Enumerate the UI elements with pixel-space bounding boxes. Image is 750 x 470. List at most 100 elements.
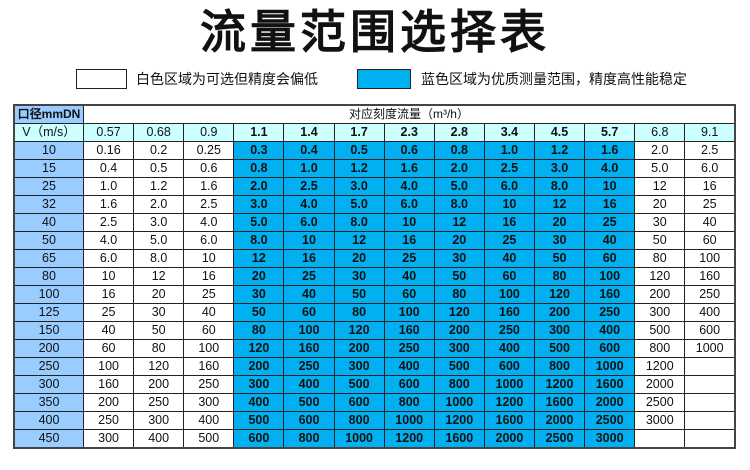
flow-cell: 1.2 — [533, 141, 586, 160]
flow-cell: 20 — [133, 285, 185, 304]
flow-cell: 5.0 — [233, 213, 285, 232]
flow-cell: 500 — [183, 429, 235, 449]
velocity-header: 1.7 — [333, 123, 385, 142]
flow-cell: 100 — [584, 267, 636, 286]
table-row: 100 16 20 25 30 40 50 60 80 100 120 160 200 250 — [13, 285, 736, 304]
flow-cell: 300 — [533, 321, 586, 340]
flow-cell: 200 — [433, 321, 485, 340]
flow-cell: 12 — [333, 231, 385, 250]
flow-cell: 250 — [383, 339, 435, 358]
flow-cell: 500 — [333, 375, 385, 394]
flow-cell: 100 — [82, 357, 135, 376]
flow-cell: 2.0 — [634, 141, 686, 160]
flow-cell: 12 — [533, 195, 586, 214]
table-row: 350 200 250 300 400 500 600 800 1000 1200 1600 2000… — [13, 393, 736, 412]
flow-cell: 100 — [483, 285, 535, 304]
velocity-header: 1.1 — [233, 123, 285, 142]
table-row: 50 4.0 5.0 6.0 8.0 10 12 16 20 25 30 40 50 60 — [13, 231, 736, 250]
legend-white-swatch — [76, 69, 127, 89]
caption-row: 口径mmDN 对应刻度流量（m³/h） — [13, 104, 736, 124]
dn-cell: 200 — [13, 339, 84, 358]
flow-cell: 120 — [634, 267, 686, 286]
flow-cell: 3.0 — [533, 159, 586, 178]
velocity-header: 3.4 — [483, 123, 535, 142]
flow-cell: 1600 — [584, 375, 636, 394]
flow-cell: 40 — [82, 321, 135, 340]
table-row: 150 40 50 60 80 100 120 160 200 250 300 400 500 600 — [13, 321, 736, 340]
flow-cell: 60 — [82, 339, 135, 358]
flow-cell: 1200 — [383, 429, 435, 449]
flow-cell: 80 — [233, 321, 285, 340]
flow-cell — [684, 357, 736, 376]
flow-cell — [634, 429, 686, 449]
flow-cell: 8.0 — [233, 231, 285, 250]
flow-cell: 8.0 — [333, 213, 385, 232]
flow-cell: 8.0 — [433, 195, 485, 214]
flow-cell: 800 — [383, 393, 435, 412]
flow-cell: 500 — [433, 357, 485, 376]
flow-cell: 80 — [333, 303, 385, 322]
flow-cell: 2000 — [533, 411, 586, 430]
flow-cell: 120 — [233, 339, 285, 358]
flow-cell: 40 — [684, 213, 736, 232]
flow-cell: 1.2 — [133, 177, 185, 196]
flow-cell: 3000 — [584, 429, 636, 449]
flow-cell: 16 — [483, 213, 535, 232]
flow-cell: 40 — [183, 303, 235, 322]
velocity-header: 6.8 — [634, 123, 686, 142]
flow-cell: 160 — [183, 357, 235, 376]
table-row: 32 1.6 2.0 2.5 3.0 4.0 5.0 6.0 8.0 10 12 16 20 25 — [13, 195, 736, 214]
flow-cell: 5.0 — [133, 231, 185, 250]
flow-cell: 0.2 — [133, 141, 185, 160]
flow-cell: 100 — [183, 339, 235, 358]
flow-cell: 800 — [634, 339, 686, 358]
flow-cell: 160 — [684, 267, 736, 286]
flow-cell: 40 — [283, 285, 335, 304]
velocity-header: 4.5 — [533, 123, 586, 142]
flow-cell: 100 — [283, 321, 335, 340]
flow-cell — [684, 375, 736, 394]
dn-cell: 25 — [13, 177, 84, 196]
flow-cell: 50 — [333, 285, 385, 304]
flow-cell: 10 — [483, 195, 535, 214]
flow-cell: 2000 — [634, 375, 686, 394]
table-row: 40 2.5 3.0 4.0 5.0 6.0 8.0 10 12 16 20 25 30 40 — [13, 213, 736, 232]
flow-cell: 80 — [533, 267, 586, 286]
flow-cell: 400 — [233, 393, 285, 412]
flow-cell: 2.0 — [133, 195, 185, 214]
flow-cell: 400 — [133, 429, 185, 449]
flow-cell — [684, 393, 736, 412]
flow-cell: 5.0 — [333, 195, 385, 214]
flow-cell: 0.6 — [383, 141, 435, 160]
flow-cell: 25 — [483, 231, 535, 250]
flow-cell: 6.0 — [183, 231, 235, 250]
flow-cell: 1000 — [333, 429, 385, 449]
flow-cell: 12 — [433, 213, 485, 232]
flow-cell: 5.0 — [634, 159, 686, 178]
flow-cell: 250 — [283, 357, 335, 376]
dn-cell: 125 — [13, 303, 84, 322]
flow-cell: 2000 — [584, 393, 636, 412]
flow-cell: 2500 — [533, 429, 586, 449]
flow-cell: 500 — [233, 411, 285, 430]
flow-cell: 6.0 — [483, 177, 535, 196]
flow-cell: 3.0 — [233, 195, 285, 214]
flow-cell: 4.0 — [584, 159, 636, 178]
flow-cell: 0.8 — [233, 159, 285, 178]
flow-cell: 16 — [584, 195, 636, 214]
flow-cell: 16 — [283, 249, 335, 268]
flow-cell: 400 — [584, 321, 636, 340]
velocity-header: 5.7 — [584, 123, 636, 142]
flow-cell: 8.0 — [533, 177, 586, 196]
flow-cell — [684, 429, 736, 449]
flow-cell: 200 — [133, 375, 185, 394]
flow-cell: 30 — [533, 231, 586, 250]
flow-cell: 0.16 — [82, 141, 135, 160]
flow-cell: 200 — [233, 357, 285, 376]
velocity-header: 9.1 — [684, 123, 736, 142]
flow-cell: 2.5 — [82, 213, 135, 232]
table-row: 450 300 400 500 600 800 1000 1200 1600 2000 2500 30… — [13, 429, 736, 449]
flow-cell: 50 — [433, 267, 485, 286]
flow-cell: 25 — [383, 249, 435, 268]
flow-cell: 1.6 — [383, 159, 435, 178]
